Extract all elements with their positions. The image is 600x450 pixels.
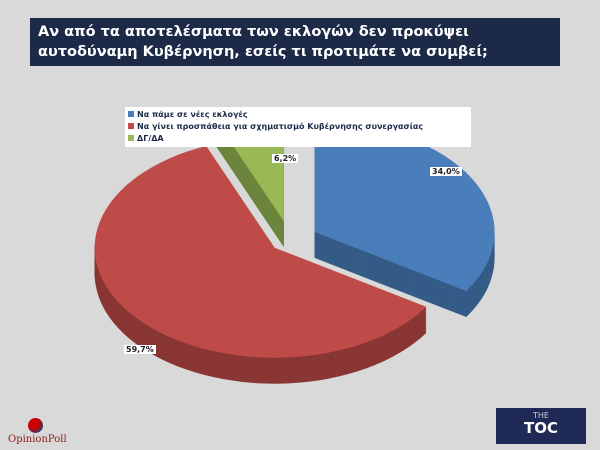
- legend-item: Να πάμε σε νέες εκλογές: [128, 109, 248, 121]
- data-label: 34,0%: [430, 167, 462, 176]
- logo-text: TOC: [524, 419, 558, 437]
- opinionpoll-logo-icon: [28, 418, 43, 433]
- legend-swatch: [128, 123, 134, 129]
- pie-slice: [94, 145, 427, 384]
- pie-slice-top: [94, 145, 427, 358]
- opinionpoll-logo: OpinionPoll: [8, 434, 67, 445]
- data-label: 59,7%: [124, 345, 156, 354]
- legend-label: Να πάμε σε νέες εκλογές: [137, 110, 248, 119]
- legend-swatch: [128, 135, 134, 141]
- chart-title: Αν από τα αποτελέσματα των εκλογών δεν π…: [30, 18, 560, 66]
- legend-item: ΔΓ/ΔΑ: [128, 133, 164, 145]
- data-label: 6,2%: [272, 154, 299, 163]
- pie-slice-top: [314, 121, 495, 292]
- thetoc-logo: THE TOC: [496, 408, 586, 444]
- legend-label: ΔΓ/ΔΑ: [137, 134, 164, 143]
- logo-text: THE: [533, 411, 549, 420]
- legend-item: Να γίνει προσπάθεια για σχηματισμό Κυβέρ…: [128, 121, 423, 133]
- legend-label: Να γίνει προσπάθεια για σχηματισμό Κυβέρ…: [137, 122, 424, 131]
- legend-swatch: [128, 111, 134, 117]
- legend: Να πάμε σε νέες εκλογές Να γίνει προσπάθ…: [125, 107, 471, 147]
